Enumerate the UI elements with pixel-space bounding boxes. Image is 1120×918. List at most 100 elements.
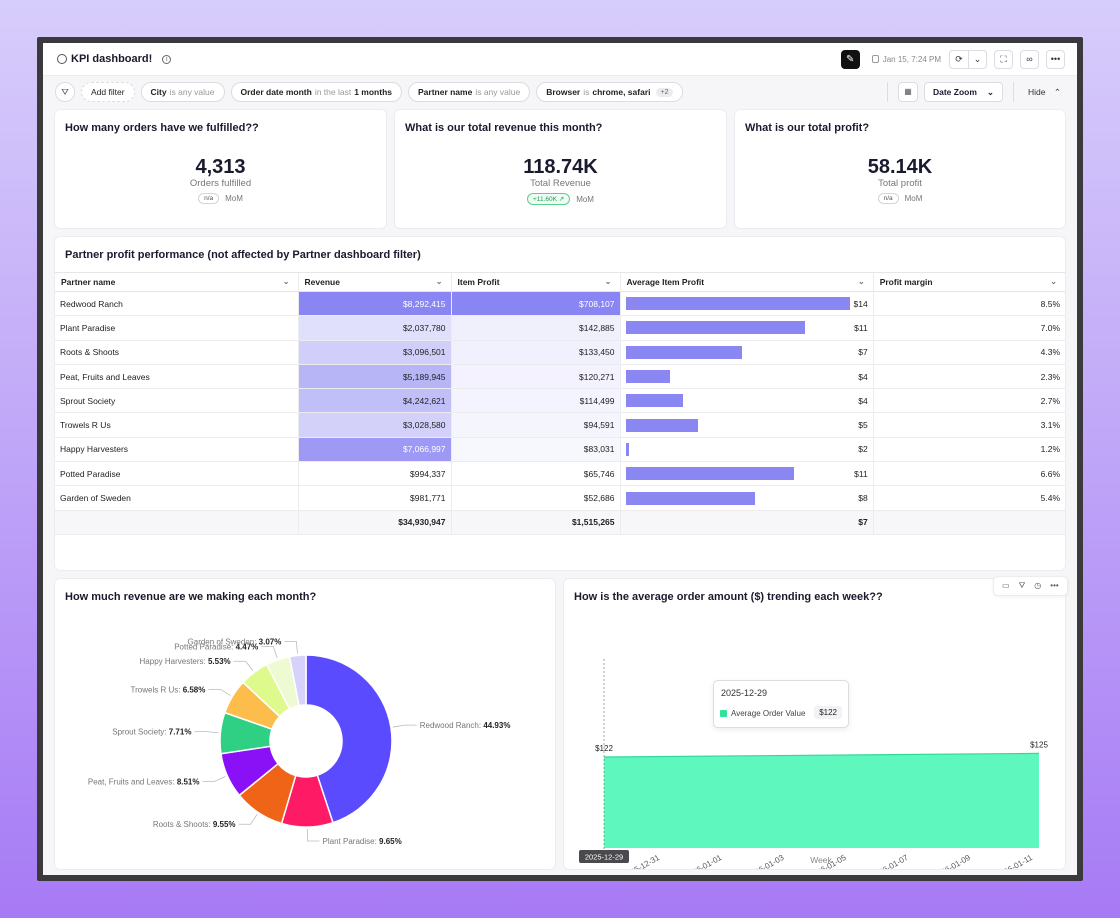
pie-slice[interactable]: [288, 654, 307, 707]
revenue-cell: $981,771: [297, 485, 451, 511]
table-row[interactable]: Happy Harvesters $7,066,997 $83,031 $2 1.2%: [55, 437, 1065, 463]
more-icon[interactable]: •••: [1050, 581, 1059, 590]
avg-profit-value: $14: [853, 298, 868, 309]
filter-chip-browser[interactable]: Browser is chrome, safari +2: [536, 82, 684, 102]
hide-filters-button[interactable]: Hide ⌃: [1024, 87, 1065, 98]
filter-chip-partner[interactable]: Partner name is any value: [407, 82, 531, 102]
kpi-card-revenue[interactable]: What is our total revenue this month? 11…: [394, 109, 727, 229]
kpi-comparison: +11.60K ↗ MoM: [395, 193, 726, 205]
slice-label: Happy Harvesters: 5.53%: [140, 657, 231, 666]
filter-field: Order date month: [240, 87, 312, 97]
slice-label: Redwood Ranch: 44.93%: [420, 721, 511, 730]
x-tick-label: 2026-01-09: [932, 853, 972, 869]
table-row[interactable]: Roots & Shoots $3,096,501 $133,450 $7 4.3%: [55, 340, 1065, 365]
chart-title: How much revenue are we making each mont…: [65, 591, 317, 603]
kpi-comparison: n/a MoM: [735, 193, 1065, 204]
leader-line: [261, 646, 278, 658]
top-bar: KPI dashboard! i ✎ Jan 15, 7:24 PM ⟳ ⌄ ⛶…: [43, 43, 1077, 76]
revenue-pie-card: How much revenue are we making each mont…: [54, 578, 556, 870]
add-filter-button[interactable]: Add filter: [81, 82, 135, 102]
x-tick-label: 2026-01-11: [995, 853, 1035, 869]
chevron-down-icon: ⌄: [986, 86, 995, 97]
total-avg-profit: $7: [619, 510, 874, 535]
table-row[interactable]: Potted Paradise $994,337 $65,746 $11 6.6%: [55, 461, 1065, 487]
comment-icon[interactable]: ▭: [1002, 581, 1010, 590]
column-header-partner[interactable]: Partner name ⌄: [55, 272, 298, 292]
link-icon[interactable]: ∞: [1020, 49, 1039, 69]
slice-name: Trowels R Us:: [131, 685, 183, 694]
card-hover-toolbar: ▭ ⛛ ◷ •••: [993, 576, 1068, 596]
revenue-cell: $3,096,501: [297, 340, 451, 365]
kpi-label: Total Revenue: [530, 178, 591, 189]
avg-item-profit-cell: $8: [619, 485, 874, 511]
slice-value: 4.47%: [236, 643, 259, 652]
chevron-down-icon[interactable]: ⌄: [968, 50, 986, 68]
chevron-down-icon: ⌄: [1050, 277, 1057, 286]
table-row[interactable]: Plant Paradise $2,037,780 $142,885 $11 7.0%: [55, 315, 1065, 341]
pie-slice[interactable]: [305, 654, 393, 824]
slice-value: 3.07%: [259, 637, 282, 646]
partner-name-cell: Happy Harvesters: [55, 437, 298, 463]
filter-value: 1 months: [354, 87, 392, 97]
clock-icon[interactable]: ◷: [1034, 581, 1042, 590]
slice-value: 9.55%: [213, 820, 236, 829]
table-row[interactable]: Redwood Ranch $8,292,415 $708,107 $14 8.5%: [55, 291, 1065, 317]
table-row[interactable]: Trowels R Us $3,028,580 $94,591 $5 3.1%: [55, 412, 1065, 438]
comparison-period: MoM: [576, 194, 594, 204]
comparison-badge: +11.60K ↗: [527, 193, 571, 205]
edit-button[interactable]: ✎: [840, 49, 860, 69]
revenue-cell: $7,066,997: [297, 437, 451, 463]
item-profit-cell: $83,031: [450, 437, 620, 463]
revenue-cell: $5,189,945: [297, 364, 451, 390]
chart-tooltip: 2025-12-29 Average Order Value $122: [713, 680, 849, 728]
item-profit-cell: $708,107: [450, 291, 620, 317]
column-header-revenue[interactable]: Revenue ⌄: [297, 272, 451, 292]
calendar-icon[interactable]: ▦: [897, 82, 918, 102]
divider: [886, 82, 888, 102]
avg-item-profit-cell: $7: [619, 340, 874, 365]
filter-chip-city[interactable]: City is any value: [140, 82, 225, 102]
pie-chart: Redwood Ranch: 44.93% Plant Paradise: 9.6…: [88, 637, 511, 846]
column-header-avg-item-profit[interactable]: Average Item Profit ⌄: [619, 272, 874, 292]
partner-table-card: Partner profit performance (not affected…: [54, 236, 1066, 571]
leader-line: [208, 688, 231, 696]
refresh-icon[interactable]: ⟳: [955, 53, 963, 64]
filter-icon[interactable]: ⛛: [1018, 581, 1026, 590]
fullscreen-icon[interactable]: ⛶: [994, 49, 1013, 69]
table-row[interactable]: Peat, Fruits and Leaves $5,189,945 $120,27…: [55, 364, 1065, 390]
slice-label: Potted Paradise: 4.47%: [174, 643, 258, 652]
hover-date-label: 2025-12-29: [585, 853, 623, 862]
filter-field: Browser: [546, 87, 581, 97]
profit-margin-cell: 5.4%: [872, 485, 1065, 511]
x-tick-label: 2026-01-03: [745, 853, 785, 869]
info-icon[interactable]: i: [162, 54, 172, 64]
slice-name: Plant Paradise:: [323, 837, 379, 846]
point-label: $125: [1030, 740, 1048, 749]
more-menu-icon[interactable]: •••: [1046, 49, 1065, 69]
kpi-card-orders[interactable]: How many orders have we fulfilled?? 4,31…: [54, 109, 387, 229]
kpi-card-profit[interactable]: What is our total profit? 58.14K Total p…: [734, 109, 1066, 229]
avg-profit-value: $7: [858, 347, 868, 358]
avg-item-profit-cell: $4: [619, 388, 874, 414]
kpi-value: 118.74K: [523, 156, 598, 178]
series-line: [603, 752, 1040, 758]
kpi-value: 4,313: [195, 156, 246, 178]
profit-margin-cell: 2.7%: [872, 388, 1065, 414]
table-row[interactable]: Sprout Society $4,242,621 $114,499 $4 2.7%: [55, 388, 1065, 414]
last-refreshed: Jan 15, 7:24 PM: [871, 55, 941, 64]
filter-icon[interactable]: ⛛: [55, 82, 75, 102]
partner-table: Partner name ⌄ Revenue ⌄ Item Profit ⌄ Aver…: [55, 272, 1065, 535]
filter-field: Partner name: [417, 87, 473, 97]
partner-name-cell: Sprout Society: [55, 388, 298, 414]
filter-chip-order-date[interactable]: Order date month in the last 1 months: [230, 82, 402, 102]
chevron-down-icon: ⌄: [604, 277, 612, 286]
table-row[interactable]: Garden of Sweden $981,771 $52,686 $8 5.4%: [55, 485, 1065, 511]
filter-value: chrome, safari: [592, 87, 651, 97]
comparison-period: MoM: [225, 194, 243, 203]
avg-profit-bar: [625, 442, 629, 456]
refresh-split-button: ⟳ ⌄: [949, 49, 987, 69]
column-header-profit-margin[interactable]: Profit margin ⌄: [872, 272, 1065, 292]
more-filters-badge: +2: [655, 87, 674, 97]
date-zoom-select[interactable]: Date Zoom ⌄: [923, 82, 1004, 102]
column-header-item-profit[interactable]: Item Profit ⌄: [450, 272, 620, 292]
